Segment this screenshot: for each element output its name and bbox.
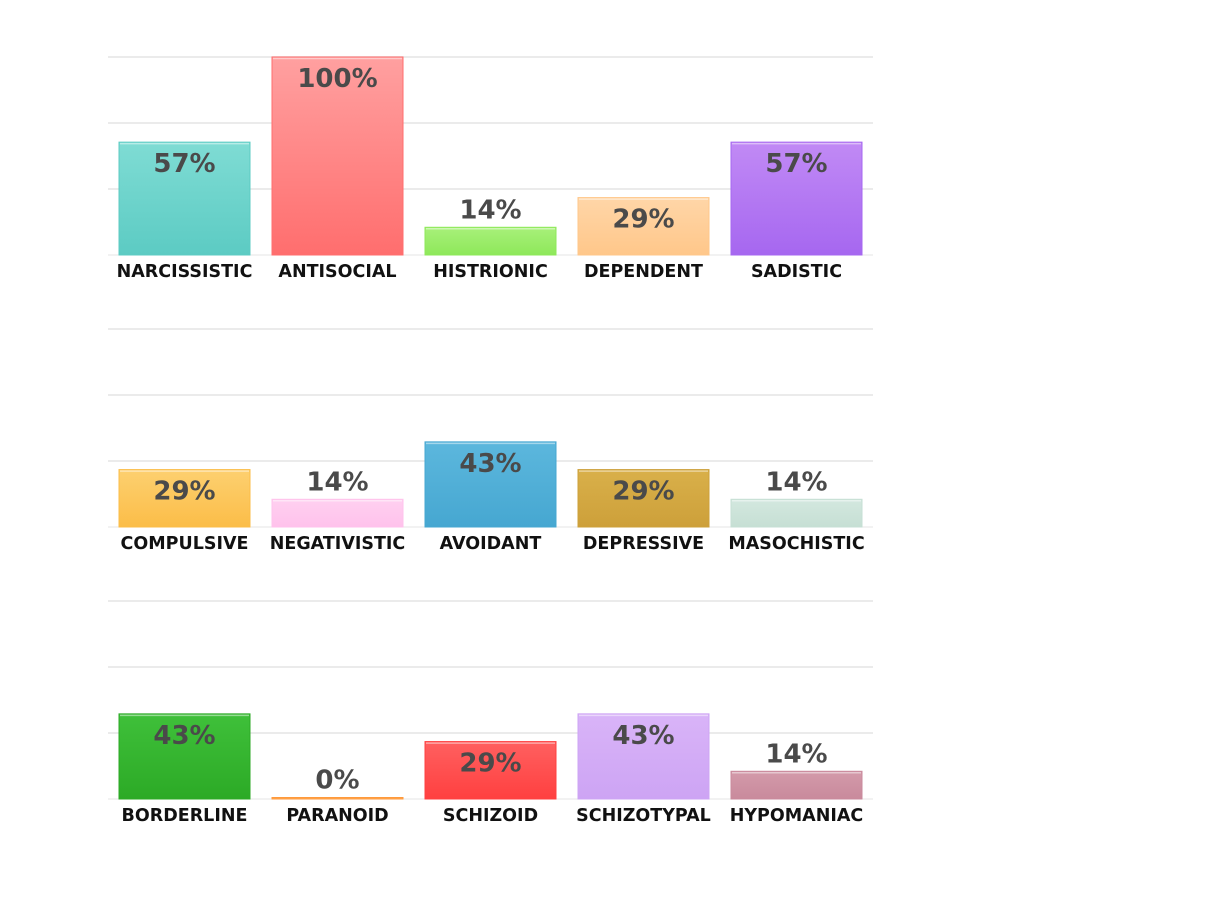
bar-schizoid [424, 741, 557, 800]
bar-borderline [118, 713, 251, 800]
value-label: 29% [612, 205, 674, 235]
value-label: 14% [765, 739, 827, 769]
bar-dependent [577, 197, 710, 256]
bar-compulsive [118, 469, 251, 528]
bar-depressive [577, 469, 710, 528]
value-label: 43% [459, 449, 521, 479]
category-label: BORDERLINE [122, 806, 248, 826]
category-label: SCHIZOTYPAL [576, 806, 711, 826]
value-label: 100% [297, 64, 377, 94]
category-label: DEPRESSIVE [583, 534, 704, 554]
bar-paranoid [271, 797, 404, 800]
category-label: NARCISSISTIC [117, 262, 253, 282]
value-label: 0% [315, 766, 359, 796]
bar-hypomaniac [730, 770, 863, 800]
category-label: SADISTIC [751, 262, 842, 282]
value-label: 29% [612, 477, 674, 507]
bar-antisocial [271, 56, 404, 256]
value-label: 14% [765, 467, 827, 497]
bar-sadistic [730, 141, 863, 256]
category-label: NEGATIVISTIC [270, 534, 406, 554]
value-label: 29% [459, 749, 521, 779]
value-label: 43% [153, 721, 215, 751]
bar-avoidant [424, 441, 557, 528]
category-label: HISTRIONIC [433, 262, 548, 282]
bar-schizotypal [577, 713, 710, 800]
category-label: SCHIZOID [443, 806, 538, 826]
category-label: COMPULSIVE [121, 534, 249, 554]
category-label: PARANOID [286, 806, 388, 826]
category-label: ANTISOCIAL [278, 262, 396, 282]
value-label: 14% [459, 195, 521, 225]
value-label: 14% [306, 467, 368, 497]
bar-chart-2: 29% COMPULSIVE 14% NEGATIVISTIC 43% AVOIDANT 2… [108, 328, 873, 554]
bar-histrionic [424, 226, 557, 256]
category-label: AVOIDANT [440, 534, 542, 554]
category-label: DEPENDENT [584, 262, 703, 282]
bar-masochistic [730, 498, 863, 528]
value-label: 57% [765, 149, 827, 179]
category-label: MASOCHISTIC [728, 534, 864, 554]
bar-narcissistic [118, 141, 251, 256]
value-label: 29% [153, 477, 215, 507]
bar-chart-1: 57% NARCISSISTIC 100% ANTISOCIAL 14% HISTRION… [108, 56, 873, 282]
value-label: 57% [153, 149, 215, 179]
bar-negativistic [271, 498, 404, 528]
bar-chart-3: 43% BORDERLINE 0% PARANOID 29% SCHIZOID 43% SCH… [108, 600, 873, 826]
category-label: HYPOMANIAC [730, 806, 864, 826]
value-label: 43% [612, 721, 674, 751]
